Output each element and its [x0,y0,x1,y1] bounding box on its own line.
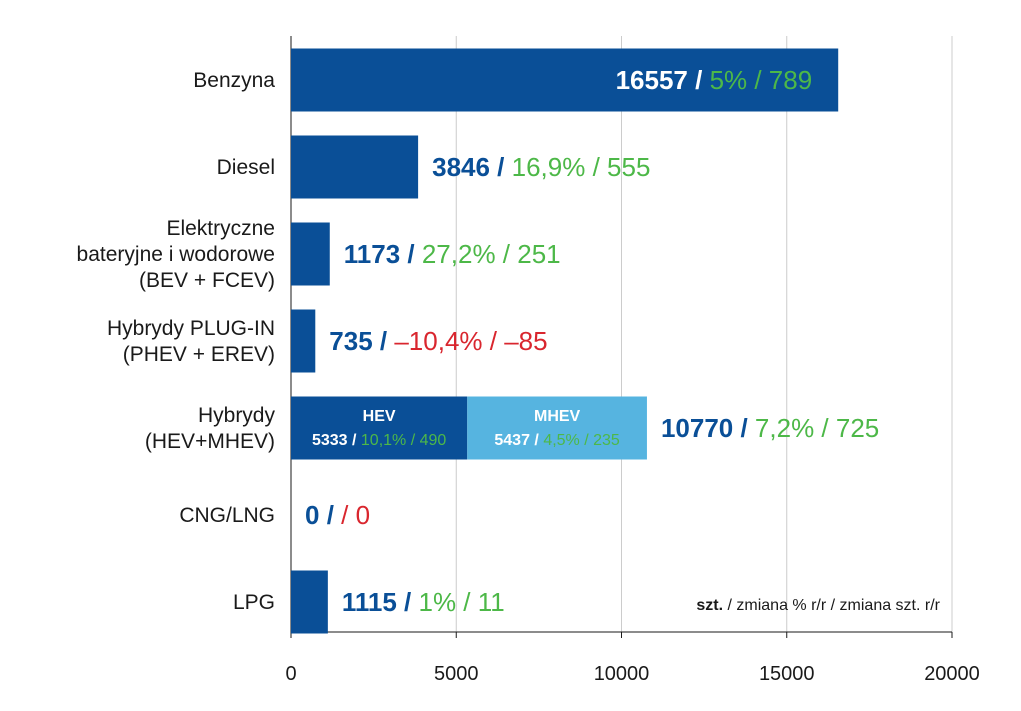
value-label: 1115 / 1% / 11 [342,587,505,617]
x-tick-label: 5000 [434,663,479,685]
bar [291,48,839,112]
bar-segment-hev [291,396,468,460]
segment-value-label: 5437 / 4,5% / 235 [494,432,620,449]
segment-name: HEV [363,408,396,425]
bar [291,222,330,286]
x-tick-label: 10000 [594,663,650,685]
category-label: Hybrydy (HEV+MHEV) [145,404,276,453]
segment-name: MHEV [534,408,581,425]
value-label: 16557 / 5% / 789 [616,65,813,95]
x-tick-label: 15000 [759,663,815,685]
category-label: Diesel [217,156,275,179]
value-label: 1173 / 27,2% / 251 [344,239,561,269]
category-label: LPG [233,591,275,614]
segment-value-label: 5333 / 10,1% / 490 [312,432,446,449]
value-label: 3846 / 16,9% / 555 [432,152,650,182]
units-legend: szt. / zmiana % r/r / zmiana szt. r/r [696,597,940,614]
value-label: 735 / –10,4% / –85 [329,326,547,356]
category-label: Hybrydy PLUG-IN (PHEV + EREV) [107,317,275,366]
bar [291,570,328,634]
category-label: Benzyna [193,69,275,92]
category-label: CNG/LNG [179,504,275,527]
bar [291,309,316,373]
x-tick-label: 0 [285,663,296,685]
bar [291,135,419,199]
bar-segment-mhev [467,396,647,460]
category-label: Elektryczne bateryjne i wodorowe (BEV + FC… [77,217,275,292]
value-label: 10770 / 7,2% / 725 [661,413,879,443]
x-tick-label: 20000 [924,663,980,685]
value-label: 0 / / 0 [305,500,370,530]
